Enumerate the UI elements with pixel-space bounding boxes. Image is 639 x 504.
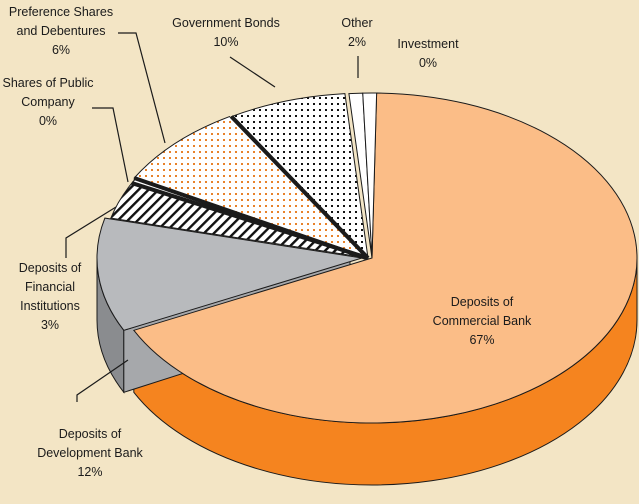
pie-slice-deposits-of-development-bank: [96, 217, 363, 331]
label-line: and Debentures: [17, 24, 106, 38]
label-line: 12%: [77, 465, 102, 479]
label-line: Other: [341, 16, 372, 30]
label-line: Company: [21, 95, 75, 109]
pie-slice-investment: [362, 92, 378, 259]
leader-line-deposits-of-development-bank: [76, 359, 129, 402]
slice-separator: [230, 115, 370, 260]
label-line: 6%: [52, 43, 70, 57]
leader-line-shares-of-public-company: [92, 107, 129, 183]
label-line: Preference Shares: [9, 5, 113, 19]
slice-label-other: Other 2%: [341, 16, 372, 49]
slice-separator: [133, 176, 367, 260]
slice-label-investment: Investment 0%: [397, 37, 459, 70]
slice-label-preference-shares-and-debentures: Preference Shares and Debentures 6%: [9, 5, 113, 57]
label-line: Deposits of: [451, 295, 514, 309]
label-line: Deposits of: [19, 261, 82, 275]
label-line: 0%: [419, 56, 437, 70]
label-line: Institutions: [20, 299, 80, 313]
leader-line-deposits-of-financial-institutions: [65, 206, 117, 258]
label-line: 0%: [39, 114, 57, 128]
slice-label-deposits-of-financial-institutions: Deposits of Financial Institutions 3%: [19, 261, 82, 332]
label-line: 3%: [41, 318, 59, 332]
label-line: 2%: [348, 35, 366, 49]
pie-slice-deposits-of-commercial-bank: [132, 92, 638, 424]
leader-line-government-bonds: [229, 56, 276, 88]
label-line: Investment: [397, 37, 459, 51]
label-line: Shares of Public: [2, 76, 93, 90]
label-line: Commercial Bank: [433, 314, 532, 328]
leader-line-preference-shares-and-debentures: [118, 32, 166, 144]
label-line: 10%: [213, 35, 238, 49]
label-line: 67%: [469, 333, 494, 347]
label-line: Development Bank: [37, 446, 143, 460]
label-line: Financial: [25, 280, 75, 294]
pie-slice-preference-shares-and-debentures: [133, 115, 367, 259]
slice-label-government-bonds: Government Bonds 10%: [172, 16, 280, 49]
slice-label-deposits-of-development-bank: Deposits of Development Bank 12%: [37, 427, 143, 479]
label-line: Government Bonds: [172, 16, 280, 30]
slice-label-shares-of-public-company: Shares of Public Company 0%: [2, 76, 93, 128]
slice-label-deposits-of-commercial-bank: Deposits of Commercial Bank 67%: [433, 295, 532, 347]
label-line: Deposits of: [59, 427, 122, 441]
